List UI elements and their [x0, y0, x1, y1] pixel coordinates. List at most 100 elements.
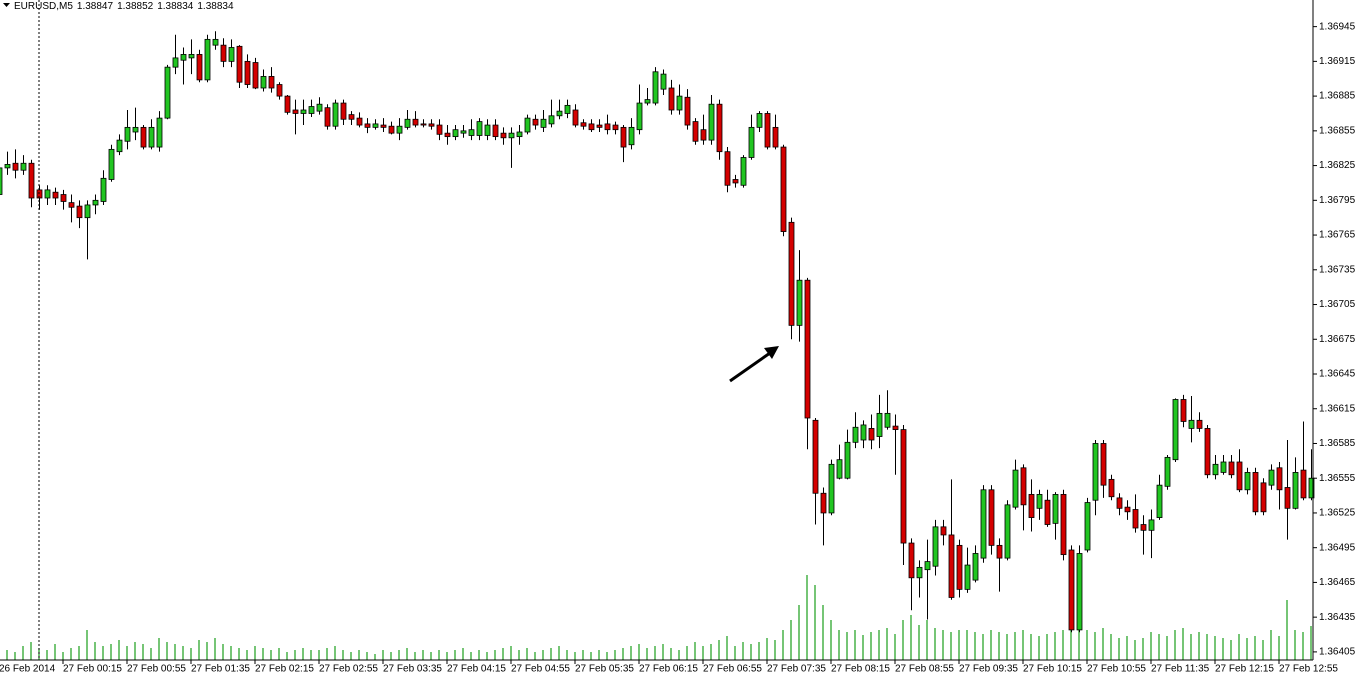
candle-body [1052, 494, 1059, 524]
candle-body [20, 162, 27, 171]
candle-body [988, 489, 995, 546]
candle-body [124, 126, 131, 142]
candle-body [84, 204, 91, 219]
candle-body [4, 164, 11, 169]
y-tick-label: 1.36735 [1319, 264, 1356, 275]
x-tick-label: 27 Feb 02:55 [319, 664, 378, 675]
candle-body [252, 62, 259, 89]
candle-body [492, 124, 499, 138]
candle-body [1196, 419, 1203, 429]
y-tick-label: 1.36645 [1319, 369, 1356, 380]
candle-body [836, 459, 843, 479]
x-tick-label: 27 Feb 05:35 [575, 664, 634, 675]
candle-body [580, 122, 587, 127]
x-tick-label: 26 Feb 2014 [0, 664, 56, 675]
candle-body [564, 104, 571, 114]
candle-body [772, 126, 779, 148]
candle-body [1092, 443, 1099, 501]
candle-body [700, 129, 707, 141]
candle-body [1132, 509, 1139, 529]
x-tick-label: 27 Feb 10:15 [1023, 664, 1082, 675]
candle-body [420, 123, 427, 126]
candle-body [1228, 461, 1235, 476]
candle-body [868, 428, 875, 441]
candle-body [964, 564, 971, 590]
candle-body [1060, 494, 1067, 556]
x-tick-label: 27 Feb 06:55 [703, 664, 762, 675]
candle-body [540, 118, 547, 128]
candle-body [196, 54, 203, 81]
candle-body [1020, 467, 1027, 506]
candle-body [1164, 456, 1171, 487]
candle-body [972, 553, 979, 581]
candle-body [1292, 472, 1299, 509]
menu-triangle[interactable] [3, 3, 10, 7]
candle-body [1204, 428, 1211, 476]
candle-body [524, 117, 531, 133]
candle-body [436, 124, 443, 135]
candle-body [844, 441, 851, 479]
candle-body [92, 199, 99, 206]
candle-body [1172, 399, 1179, 461]
candle-body [876, 412, 883, 437]
candle-body [316, 103, 323, 112]
candle-body [532, 118, 539, 126]
candle-body [356, 117, 363, 126]
candle-body [1308, 477, 1315, 499]
candle-body [644, 99, 651, 104]
candle-body [236, 45, 243, 83]
candle-body [460, 130, 467, 134]
candle-body [164, 66, 171, 119]
candle-body [0, 167, 3, 195]
candle-body [636, 102, 643, 131]
candle-body [548, 115, 555, 125]
x-tick-label: 27 Feb 12:15 [1215, 664, 1274, 675]
candle-body [380, 124, 387, 128]
candle-body [1220, 461, 1227, 473]
candle-body [324, 107, 331, 127]
x-tick-label: 27 Feb 04:15 [447, 664, 506, 675]
candle-body [1268, 469, 1275, 486]
y-tick-label: 1.36885 [1319, 91, 1356, 102]
candle-body [1100, 443, 1107, 486]
candle-body [276, 84, 283, 97]
candle-body [916, 566, 923, 579]
candle-body [28, 162, 35, 199]
y-tick-label: 1.36795 [1319, 195, 1356, 206]
candle-body [412, 118, 419, 126]
y-tick-label: 1.36675 [1319, 334, 1356, 345]
candle-body [1044, 499, 1051, 525]
candle-body [1140, 524, 1147, 531]
y-tick-label: 1.36825 [1319, 160, 1356, 171]
candle-body [172, 57, 179, 68]
candle-body [1300, 469, 1307, 499]
candle-body [68, 202, 75, 208]
candle-body [628, 126, 635, 146]
x-tick-label: 27 Feb 12:55 [1279, 664, 1338, 675]
candle-body [44, 189, 51, 199]
candle-body [756, 113, 763, 128]
candle-body [228, 47, 235, 62]
candle-body [1156, 484, 1163, 518]
candle-body [108, 148, 115, 180]
candle-body [188, 54, 195, 59]
x-tick-label: 27 Feb 03:35 [383, 664, 442, 675]
y-tick-label: 1.36585 [1319, 438, 1356, 449]
candle-body [452, 129, 459, 138]
candle-body [476, 121, 483, 136]
symbol: EURUSD,M5 [14, 1, 73, 12]
candle-body [1124, 506, 1131, 513]
candle-body [404, 118, 411, 128]
candle-body [116, 139, 123, 153]
candle-body [796, 279, 803, 326]
candle-body [1068, 549, 1075, 631]
x-tick-label: 27 Feb 07:35 [767, 664, 826, 675]
candle-body [1212, 463, 1219, 476]
candle-body [444, 132, 451, 138]
candle-body [1076, 553, 1083, 631]
candle-body [372, 123, 379, 128]
candle-body [1012, 469, 1019, 508]
candle-body [828, 463, 835, 514]
candle-body [924, 561, 931, 571]
y-tick-label: 1.36495 [1319, 542, 1356, 553]
